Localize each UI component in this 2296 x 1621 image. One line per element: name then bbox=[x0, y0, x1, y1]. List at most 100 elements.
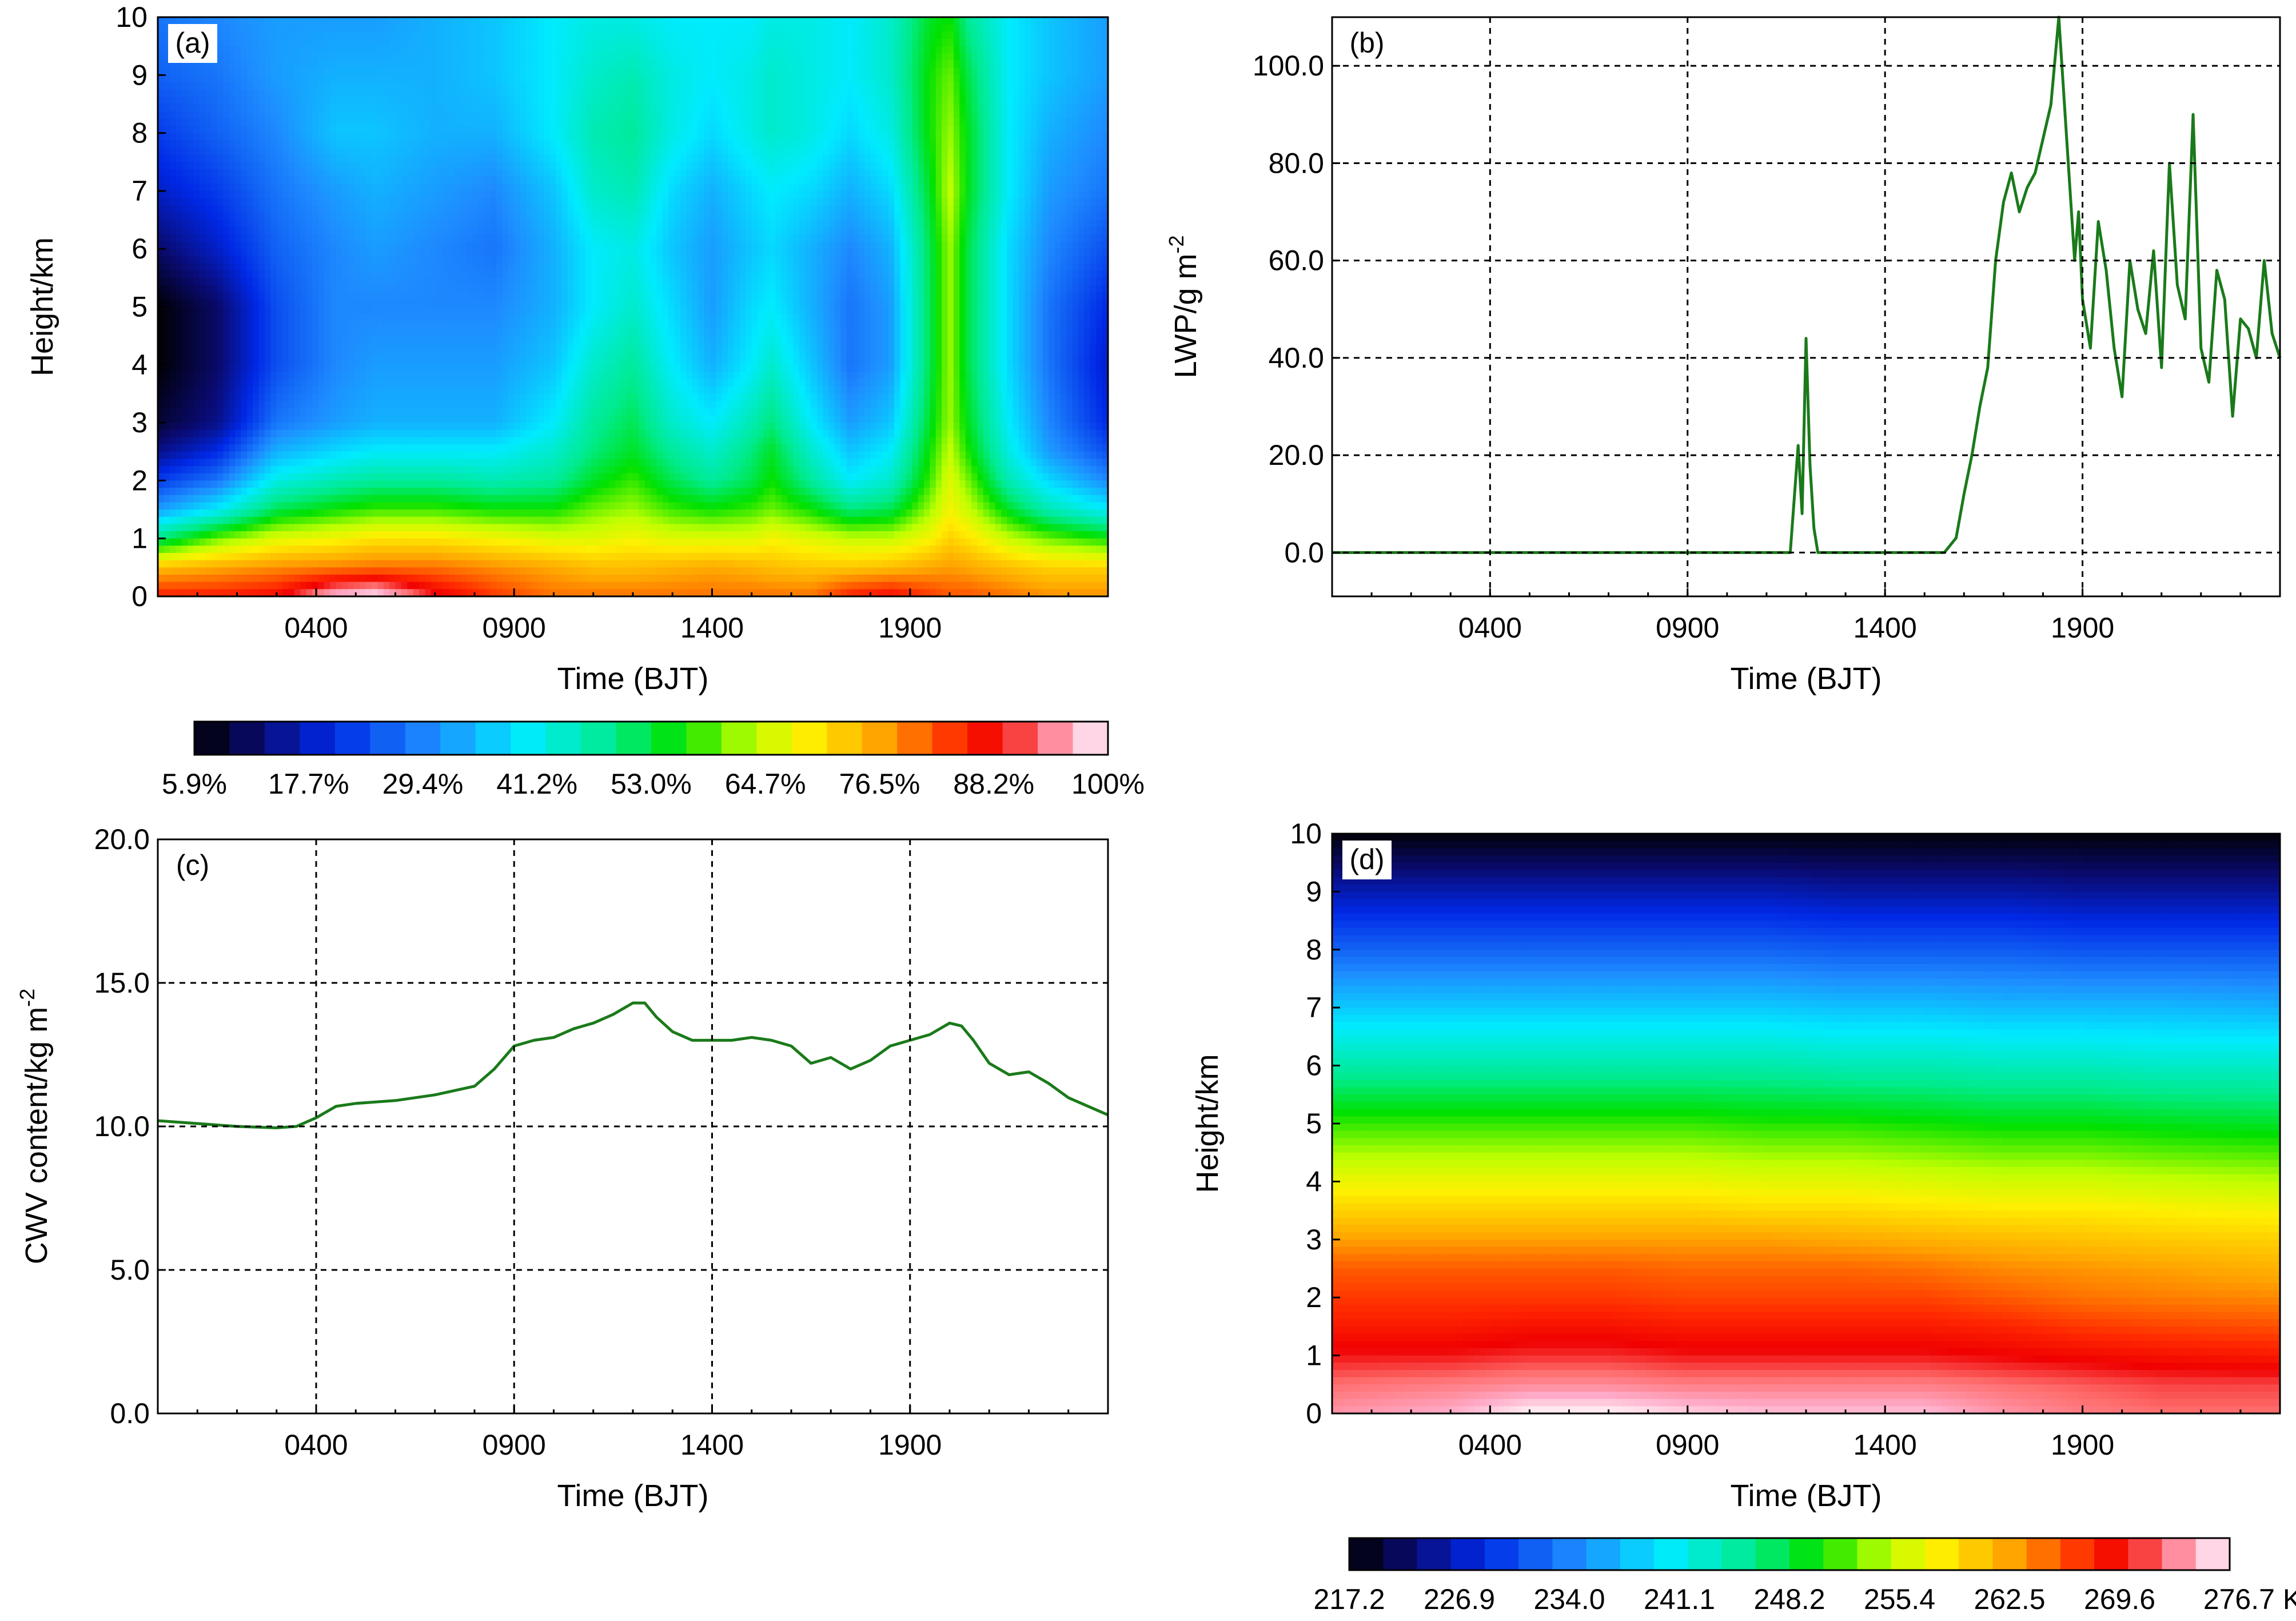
heatmap-cell bbox=[336, 75, 342, 82]
heatmap-cell bbox=[829, 53, 835, 61]
heatmap-cell bbox=[354, 53, 360, 61]
heatmap-cell bbox=[336, 17, 342, 25]
heatmap-cell bbox=[580, 53, 586, 61]
heatmap-cell bbox=[372, 17, 378, 25]
heatmap-cell bbox=[668, 75, 675, 82]
heatmap-cell bbox=[300, 31, 306, 39]
heatmap-cell bbox=[799, 31, 806, 39]
heatmap-cell bbox=[966, 68, 972, 75]
heatmap-cell bbox=[425, 53, 431, 61]
heatmap-cell bbox=[1084, 53, 1090, 61]
heatmap-cell bbox=[1073, 17, 1079, 25]
heatmap-cell bbox=[906, 31, 912, 39]
heatmap-cell bbox=[300, 53, 306, 61]
heatmap-cell bbox=[277, 46, 283, 54]
heatmap-cell bbox=[526, 39, 532, 46]
heatmap-cell bbox=[1001, 39, 1007, 46]
heatmap-cell bbox=[294, 75, 301, 82]
heatmap-cell bbox=[1061, 46, 1067, 54]
heatmap-cell bbox=[491, 61, 497, 68]
heatmap-cell bbox=[1019, 25, 1025, 32]
heatmap-cell bbox=[1031, 25, 1037, 32]
heatmap-cell bbox=[912, 46, 918, 54]
heatmap-cell bbox=[924, 68, 930, 75]
heatmap-cell bbox=[324, 46, 330, 54]
heatmap-cell bbox=[722, 31, 728, 39]
heatmap-cell bbox=[1037, 53, 1043, 61]
heatmap-cell bbox=[312, 17, 318, 25]
heatmap-cell bbox=[627, 68, 633, 75]
heatmap-cell bbox=[740, 68, 746, 75]
heatmap-cell bbox=[1061, 39, 1067, 46]
heatmap-cell bbox=[704, 31, 711, 39]
heatmap-cell bbox=[675, 53, 681, 61]
heatmap-cell bbox=[306, 46, 313, 54]
heatmap-cell bbox=[989, 61, 995, 68]
heatmap-cell bbox=[1049, 17, 1055, 25]
heatmap-cell bbox=[396, 75, 402, 82]
heatmap-cell bbox=[841, 31, 847, 39]
heatmap-cell bbox=[366, 31, 372, 39]
heatmap-cell bbox=[573, 61, 580, 68]
heatmap-cell bbox=[265, 25, 271, 32]
heatmap-cell bbox=[425, 75, 431, 82]
heatmap-cell bbox=[746, 31, 752, 39]
heatmap-cell bbox=[544, 25, 550, 32]
heatmap-cell bbox=[336, 25, 342, 32]
heatmap-cell bbox=[627, 75, 633, 82]
heatmap-cell bbox=[253, 53, 259, 61]
heatmap-cell bbox=[633, 31, 639, 39]
heatmap-cell bbox=[413, 39, 420, 46]
heatmap-cell bbox=[277, 17, 283, 25]
heatmap-cell bbox=[692, 53, 699, 61]
heatmap-cell bbox=[639, 31, 645, 39]
heatmap-cell bbox=[740, 39, 746, 46]
heatmap-cell bbox=[556, 25, 562, 32]
heatmap-cell bbox=[176, 68, 182, 75]
heatmap-cell bbox=[1073, 53, 1079, 61]
heatmap-cell bbox=[864, 39, 871, 46]
heatmap-cell bbox=[609, 61, 615, 68]
heatmap-cell bbox=[942, 17, 948, 25]
heatmap-cell bbox=[573, 46, 580, 54]
heatmap-cell bbox=[627, 61, 633, 68]
heatmap-cell bbox=[229, 31, 236, 39]
heatmap-cell bbox=[1090, 25, 1097, 32]
heatmap-cell bbox=[467, 25, 473, 32]
heatmap-cell bbox=[841, 53, 847, 61]
heatmap-cell bbox=[859, 46, 865, 54]
heatmap-cell bbox=[235, 75, 241, 82]
heatmap-cell bbox=[912, 75, 918, 82]
heatmap-cell bbox=[971, 68, 978, 75]
heatmap-cell bbox=[401, 53, 408, 61]
heatmap-cell bbox=[372, 53, 378, 61]
heatmap-cell bbox=[728, 75, 734, 82]
heatmap-cell bbox=[496, 17, 503, 25]
heatmap-cell bbox=[639, 17, 645, 25]
heatmap-cell bbox=[657, 39, 663, 46]
heatmap-cell bbox=[241, 25, 247, 32]
heatmap-cell bbox=[948, 25, 954, 32]
heatmap-cell bbox=[241, 46, 247, 54]
heatmap-cell bbox=[847, 68, 853, 75]
heatmap-cell bbox=[609, 53, 615, 61]
heatmap-cell bbox=[467, 68, 473, 75]
heatmap-cell bbox=[651, 25, 657, 32]
heatmap-cell bbox=[782, 68, 788, 75]
heatmap-cell bbox=[1055, 53, 1061, 61]
heatmap-cell bbox=[223, 68, 229, 75]
heatmap-cell bbox=[615, 53, 621, 61]
heatmap-cell bbox=[930, 25, 936, 32]
heatmap-cell bbox=[615, 75, 621, 82]
heatmap-cell bbox=[787, 17, 794, 25]
heatmap-cell bbox=[841, 68, 847, 75]
heatmap-cell bbox=[728, 53, 734, 61]
heatmap-cell bbox=[882, 75, 888, 82]
heatmap-cell bbox=[900, 25, 906, 32]
heatmap-cell bbox=[888, 68, 895, 75]
heatmap-cell bbox=[716, 25, 722, 32]
heatmap-cell bbox=[484, 31, 491, 39]
heatmap-cell bbox=[983, 39, 990, 46]
heatmap-cell bbox=[740, 75, 746, 82]
heatmap-cell bbox=[164, 17, 170, 25]
